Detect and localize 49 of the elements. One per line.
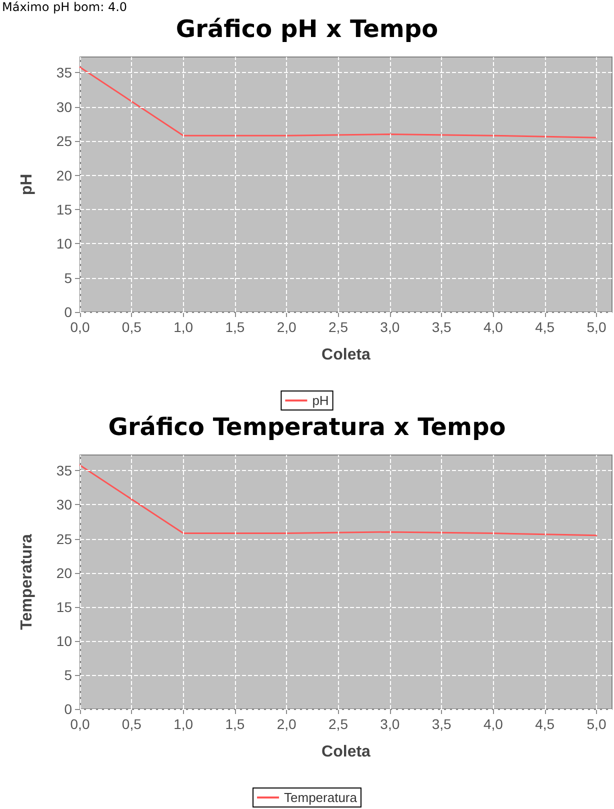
y-tick-label: 35 <box>56 64 72 81</box>
y-tick-label: 0 <box>64 304 72 320</box>
x-tick-label: 0,5 <box>122 319 142 335</box>
x-tick-label: 2,0 <box>276 716 297 732</box>
line-series <box>79 66 598 138</box>
y-tick-label: 10 <box>56 236 72 252</box>
line-series <box>79 464 598 536</box>
y-tick-label: 20 <box>56 167 72 184</box>
x-axis-title: Coleta <box>322 744 371 760</box>
y-tick-label: 5 <box>64 666 72 683</box>
x-tick-label: 5,0 <box>586 716 606 732</box>
x-tick-label: 3,5 <box>432 319 452 335</box>
x-tick-label: 3,0 <box>380 319 400 335</box>
y-tick-label: 0 <box>64 701 72 717</box>
x-tick-label: 2,5 <box>328 716 348 732</box>
chart-title: Gráfico Temperatura x Tempo <box>108 413 506 441</box>
x-tick-label: 1,5 <box>225 716 245 732</box>
x-tick-label: 4,5 <box>535 319 555 335</box>
chart-title: Gráfico pH x Tempo <box>176 15 438 43</box>
x-tick-label: 4,5 <box>535 716 555 732</box>
y-tick-label: 35 <box>56 462 72 479</box>
y-tick-label: 25 <box>56 530 72 547</box>
legend-label: pH <box>312 393 329 408</box>
y-tick-label: 30 <box>56 98 72 115</box>
y-tick-label: 20 <box>56 564 72 581</box>
x-tick-label: 3,5 <box>432 716 452 732</box>
x-tick-label: 0,5 <box>122 716 142 732</box>
x-tick-label: 1,0 <box>174 319 194 335</box>
y-tick-label: 30 <box>56 496 72 513</box>
x-tick-label: 5,0 <box>586 319 606 335</box>
y-axis-title: Temperatura <box>18 534 36 630</box>
x-tick-label: 4,0 <box>483 319 504 335</box>
x-tick-label: 0,0 <box>70 319 90 335</box>
x-tick-label: 2,5 <box>328 319 348 335</box>
y-tick-label: 25 <box>56 133 72 150</box>
x-tick-label: 2,0 <box>276 319 297 335</box>
y-axis-title: pH <box>18 174 36 196</box>
y-tick-label: 10 <box>56 632 72 649</box>
y-tick-label: 5 <box>64 270 72 286</box>
text: Máximo pH bom: 4.0 <box>2 0 128 14</box>
x-tick-label: 0,0 <box>70 716 90 732</box>
x-axis-title: Coleta <box>322 346 371 364</box>
x-tick-label: 4,0 <box>483 716 504 732</box>
y-tick-label: 15 <box>56 201 72 218</box>
x-tick-label: 1,0 <box>174 716 194 732</box>
legend-label: Temperatura <box>284 790 358 805</box>
x-tick-label: 1,5 <box>225 319 245 335</box>
x-tick-label: 3,0 <box>380 716 400 732</box>
y-tick-label: 15 <box>56 598 72 615</box>
